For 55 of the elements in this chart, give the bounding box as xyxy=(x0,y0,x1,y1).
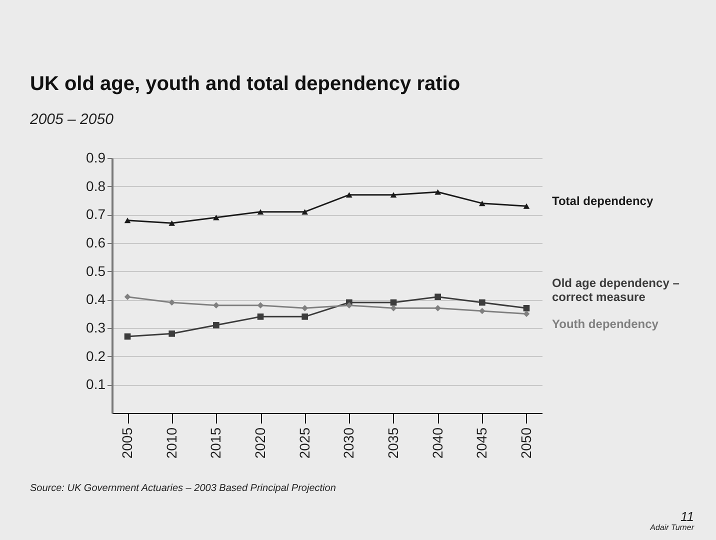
point xyxy=(213,214,220,220)
x-tick-label: 2030 xyxy=(340,427,357,459)
point xyxy=(523,310,530,317)
point xyxy=(168,299,176,306)
point xyxy=(213,302,220,308)
x-tick-label: 2010 xyxy=(163,427,180,459)
point xyxy=(124,218,131,224)
y-tick-label: 0.1 xyxy=(86,376,106,392)
x-tick-label: 2015 xyxy=(208,427,224,459)
point xyxy=(478,200,486,206)
point xyxy=(523,203,530,209)
point xyxy=(302,314,308,320)
text: 11 xyxy=(680,509,694,524)
y-tick-label: 0.7 xyxy=(86,206,106,222)
point xyxy=(124,294,131,300)
text: Adair Turner xyxy=(649,523,694,532)
point xyxy=(523,305,530,312)
y-tick-label: 0.9 xyxy=(86,150,106,166)
x-tick-label: 2040 xyxy=(429,427,446,459)
point xyxy=(346,192,352,198)
x-tick-label: 2020 xyxy=(252,427,268,459)
x-tick-label: 2005 xyxy=(119,427,136,459)
point xyxy=(302,305,308,312)
point xyxy=(478,308,486,314)
y-tick-label: 0.5 xyxy=(86,262,106,279)
series-label: Youth dependency xyxy=(552,316,659,331)
y-tick-label: 0.2 xyxy=(86,348,106,364)
point xyxy=(390,305,397,312)
x-tick-label: 2035 xyxy=(384,427,401,459)
point xyxy=(124,333,131,340)
source-note: Source: UK Government Actuaries – 2003 Based Principal Projection xyxy=(30,483,336,494)
point xyxy=(213,322,220,328)
y-tick-label: 0.8 xyxy=(86,178,106,194)
y-tick-label: 0.3 xyxy=(86,320,106,336)
x-tick-label: 2045 xyxy=(474,427,490,459)
x-tick-label: 2025 xyxy=(296,427,312,459)
point xyxy=(257,314,264,320)
point xyxy=(478,299,486,306)
chart-title: UK old age, youth and total dependency ratio xyxy=(30,73,460,95)
series-label: Old age dependency – correct measure xyxy=(552,276,680,304)
chart-subtitle: 2005 – 2050 xyxy=(29,111,114,128)
point xyxy=(434,305,441,312)
point xyxy=(168,220,176,226)
point xyxy=(390,192,397,198)
point xyxy=(434,189,441,195)
series-label: Total dependency xyxy=(552,194,654,208)
point xyxy=(257,302,264,308)
point xyxy=(434,294,441,300)
y-tick-label: 0.4 xyxy=(86,291,106,308)
x-tick-label: 2050 xyxy=(518,427,534,459)
y-tick-label: 0.6 xyxy=(86,234,106,250)
point xyxy=(302,209,308,215)
point xyxy=(346,302,352,308)
point xyxy=(168,330,176,337)
point xyxy=(257,209,264,215)
